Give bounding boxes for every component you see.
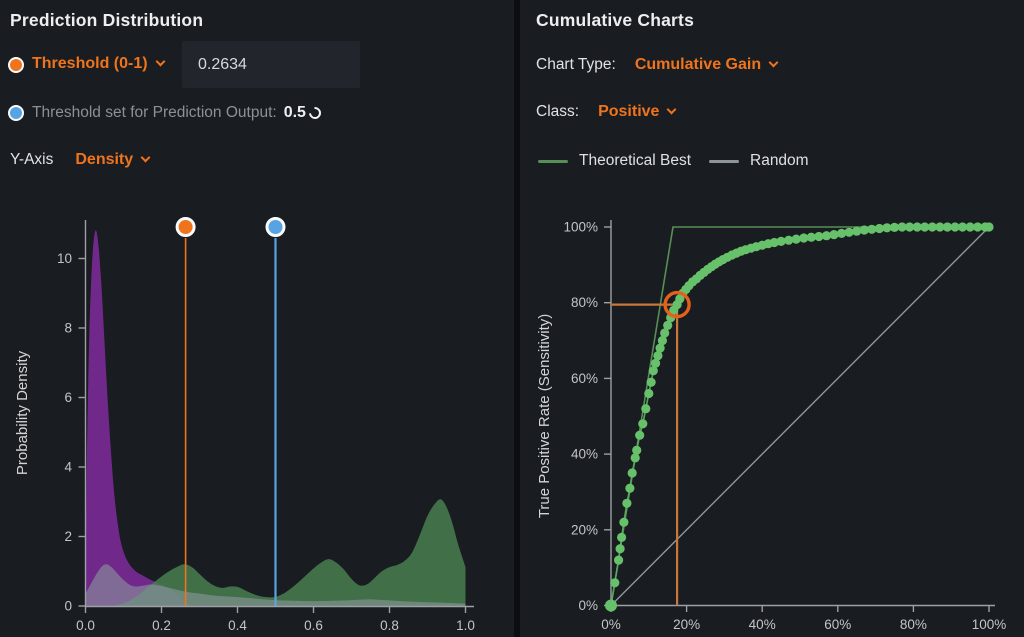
svg-text:40%: 40%: [749, 617, 776, 632]
threshold-dropdown[interactable]: Threshold (0-1): [32, 55, 166, 73]
chart-type-dropdown-value: Cumulative Gain: [634, 56, 762, 73]
svg-text:80%: 80%: [900, 617, 927, 632]
svg-text:0%: 0%: [601, 617, 621, 632]
threshold-value-input[interactable]: [182, 41, 360, 88]
svg-text:0.6: 0.6: [304, 618, 323, 633]
theoretical-best-swatch-icon: [538, 159, 568, 163]
class-label: Class:: [536, 103, 580, 120]
y-axis-dropdown[interactable]: Density: [75, 151, 151, 169]
svg-text:100%: 100%: [972, 617, 1007, 632]
svg-text:0.8: 0.8: [380, 618, 399, 633]
legend-label-theoretical-best: Theoretical Best: [579, 152, 691, 169]
svg-text:4: 4: [64, 460, 72, 475]
svg-text:0%: 0%: [578, 598, 598, 613]
cumulative-charts-panel: Cumulative Charts Chart Type: Cumulative…: [520, 0, 1024, 637]
prediction-distribution-chart[interactable]: 0 2 4 6 8 10 0.0 0.2 0.4 0.6 0.8 1.0 Probability Den…: [0, 200, 512, 637]
chevron-down-icon: [768, 57, 779, 68]
legend-label-random: Random: [750, 152, 809, 169]
svg-text:0.2: 0.2: [152, 618, 171, 633]
svg-text:0.0: 0.0: [76, 618, 95, 633]
chart-type-label: Chart Type:: [536, 56, 616, 73]
svg-text:40%: 40%: [571, 447, 598, 462]
svg-text:1.0: 1.0: [456, 618, 475, 633]
svg-text:0.4: 0.4: [228, 618, 247, 633]
svg-text:80%: 80%: [571, 295, 598, 310]
svg-text:Probability Density: Probability Density: [14, 350, 31, 475]
chart-legend: Theoretical Best Random: [538, 152, 827, 170]
svg-text:8: 8: [64, 321, 72, 336]
svg-text:10: 10: [57, 251, 72, 266]
chevron-down-icon: [666, 104, 677, 115]
chevron-down-icon: [155, 56, 166, 67]
chart-type-dropdown[interactable]: Cumulative Gain: [634, 56, 779, 74]
y-axis-control-label: Y-Axis: [10, 151, 54, 168]
loading-spinner-icon: [306, 104, 324, 122]
threshold-marker-dot-icon: [8, 57, 24, 73]
svg-text:0: 0: [64, 599, 72, 614]
cumulative-charts-title: Cumulative Charts: [536, 10, 695, 30]
cumulative-gain-chart[interactable]: 0% 20% 40% 60% 80% 100% 0% 20% 40% 60% 80% 100% True…: [512, 200, 1024, 637]
prediction-threshold-label: Threshold set for Prediction Output:: [32, 104, 277, 121]
class-dropdown[interactable]: Positive: [598, 103, 677, 121]
svg-text:60%: 60%: [571, 371, 598, 386]
class-dropdown-value: Positive: [598, 103, 660, 120]
chevron-down-icon: [140, 152, 151, 163]
prediction-distribution-title: Prediction Distribution: [10, 10, 204, 30]
svg-text:True Positive Rate (Sensitivit: True Positive Rate (Sensitivity): [536, 314, 553, 519]
svg-text:2: 2: [64, 529, 72, 544]
prediction-threshold-value: 0.5: [283, 104, 306, 121]
svg-text:60%: 60%: [824, 617, 851, 632]
svg-text:20%: 20%: [673, 617, 700, 632]
prediction-threshold-dot-icon: [8, 105, 24, 121]
svg-text:100%: 100%: [563, 220, 598, 235]
random-swatch-icon: [709, 159, 739, 163]
svg-text:20%: 20%: [571, 522, 598, 537]
y-axis-dropdown-value: Density: [75, 151, 134, 168]
svg-text:6: 6: [64, 390, 72, 405]
threshold-dropdown-label: Threshold (0-1): [32, 55, 148, 72]
